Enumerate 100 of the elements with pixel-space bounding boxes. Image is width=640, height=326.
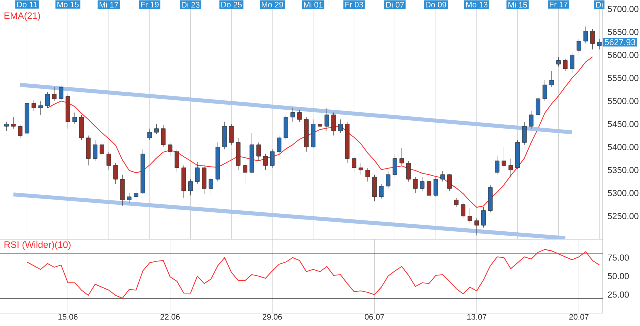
candlestick bbox=[182, 165, 186, 198]
candlestick bbox=[536, 96, 541, 118]
candlestick bbox=[474, 218, 480, 236]
x-tick-label: 20.07 bbox=[570, 314, 589, 320]
candlestick bbox=[406, 160, 412, 182]
candlestick bbox=[284, 114, 288, 141]
candlestick bbox=[576, 38, 582, 54]
candlestick bbox=[32, 100, 36, 112]
candlestick bbox=[550, 71, 554, 88]
x-tick-label: Do 25 bbox=[222, 2, 242, 8]
candlestick bbox=[522, 122, 527, 146]
candlestick bbox=[529, 111, 534, 130]
candlestick bbox=[250, 133, 254, 174]
candlestick bbox=[202, 165, 207, 194]
y-tick-label: 5650.00 bbox=[608, 29, 639, 36]
candlestick bbox=[570, 52, 575, 74]
y-tick-label: 5700.00 bbox=[608, 6, 639, 12]
x-tick-label: Di bbox=[596, 2, 603, 8]
candlestick bbox=[542, 80, 548, 102]
candlestick bbox=[590, 29, 596, 50]
candlestick bbox=[488, 184, 493, 213]
candlestick bbox=[263, 154, 268, 170]
candlestick bbox=[161, 124, 166, 148]
candlestick bbox=[447, 174, 452, 192]
candlestick bbox=[4, 122, 10, 132]
candlestick bbox=[298, 110, 302, 122]
x-tick-label: Fr 17 bbox=[550, 2, 568, 8]
candlestick bbox=[482, 206, 486, 228]
candlestick bbox=[454, 198, 459, 208]
candlestick bbox=[392, 154, 398, 178]
y-tick-label: 5450.00 bbox=[608, 121, 639, 128]
x-tick-label: 15.06 bbox=[58, 314, 78, 320]
x-tick-label: 13.07 bbox=[468, 314, 487, 320]
candlestick bbox=[208, 177, 214, 196]
x-tick-label: Do 11 bbox=[18, 2, 38, 8]
candlestick bbox=[372, 174, 377, 202]
y-tick-label: 5550.00 bbox=[608, 75, 639, 82]
y-tick-label: 5500.00 bbox=[608, 98, 639, 104]
x-tick-label: Mi 17 bbox=[100, 2, 118, 8]
candlestick bbox=[461, 202, 466, 219]
candlestick bbox=[324, 108, 330, 132]
x-tick-label: 22.06 bbox=[160, 314, 180, 320]
y-tick-label: 5350.00 bbox=[608, 167, 639, 174]
candlestick bbox=[584, 26, 588, 44]
candlestick bbox=[508, 158, 514, 178]
candlestick bbox=[270, 149, 275, 168]
candlestick bbox=[420, 177, 425, 192]
candlestick bbox=[277, 136, 282, 154]
candlestick bbox=[66, 94, 70, 130]
x-tick-label: 29.06 bbox=[262, 314, 282, 320]
candlestick bbox=[440, 171, 446, 182]
candlestick bbox=[366, 168, 370, 182]
text: 5627.93 bbox=[604, 39, 636, 46]
x-tick-label: Mo 29 bbox=[262, 2, 284, 8]
candlestick bbox=[72, 112, 78, 124]
candlestick bbox=[195, 162, 200, 184]
candlestick bbox=[106, 152, 112, 170]
candlestick bbox=[80, 114, 84, 141]
candlestick bbox=[134, 188, 139, 202]
series-label: RSI (Wilder)(10) bbox=[4, 241, 71, 250]
x-tick-label: Mo 13 bbox=[466, 2, 488, 8]
candlestick bbox=[386, 171, 391, 189]
candlestick bbox=[52, 87, 57, 102]
candlestick bbox=[222, 122, 228, 150]
candlestick bbox=[311, 119, 316, 148]
candlestick bbox=[236, 138, 241, 170]
candlestick bbox=[290, 108, 296, 122]
candlestick bbox=[11, 117, 16, 130]
candlestick bbox=[358, 163, 364, 176]
candlestick bbox=[413, 177, 418, 194]
y-tick-label: 75.00 bbox=[608, 254, 630, 261]
candlestick bbox=[256, 142, 262, 162]
candlestick bbox=[345, 122, 350, 164]
y-tick-label: 5400.00 bbox=[608, 144, 639, 150]
candlestick bbox=[502, 147, 506, 168]
y-tick-label: 25.00 bbox=[608, 292, 630, 298]
candlestick bbox=[127, 193, 132, 204]
candlestick bbox=[495, 156, 500, 176]
candlestick bbox=[93, 140, 98, 162]
candlestick bbox=[59, 84, 64, 102]
x-tick-label: Di 23 bbox=[182, 2, 200, 8]
candlestick bbox=[338, 119, 343, 134]
candlestick bbox=[45, 92, 50, 108]
candlestick bbox=[148, 128, 152, 141]
candlestick bbox=[18, 124, 23, 138]
candlestick bbox=[168, 142, 173, 157]
x-tick-label: Fr 19 bbox=[141, 2, 159, 8]
y-tick-label: 5300.00 bbox=[608, 190, 639, 196]
x-tick-label: Mi 01 bbox=[304, 2, 323, 8]
candlestick bbox=[597, 38, 602, 50]
x-tick-label: Mo 15 bbox=[58, 2, 79, 8]
candlestick bbox=[154, 124, 159, 135]
y-tick-label: 5250.00 bbox=[608, 213, 639, 220]
candlestick bbox=[140, 149, 146, 194]
x-tick-label: Fr 03 bbox=[346, 2, 364, 8]
candlestick bbox=[174, 149, 180, 173]
x-tick-label: Di 07 bbox=[386, 2, 404, 8]
candlestick bbox=[114, 163, 118, 184]
candlestick bbox=[243, 163, 248, 184]
x-tick-label: Mi 15 bbox=[508, 2, 528, 8]
